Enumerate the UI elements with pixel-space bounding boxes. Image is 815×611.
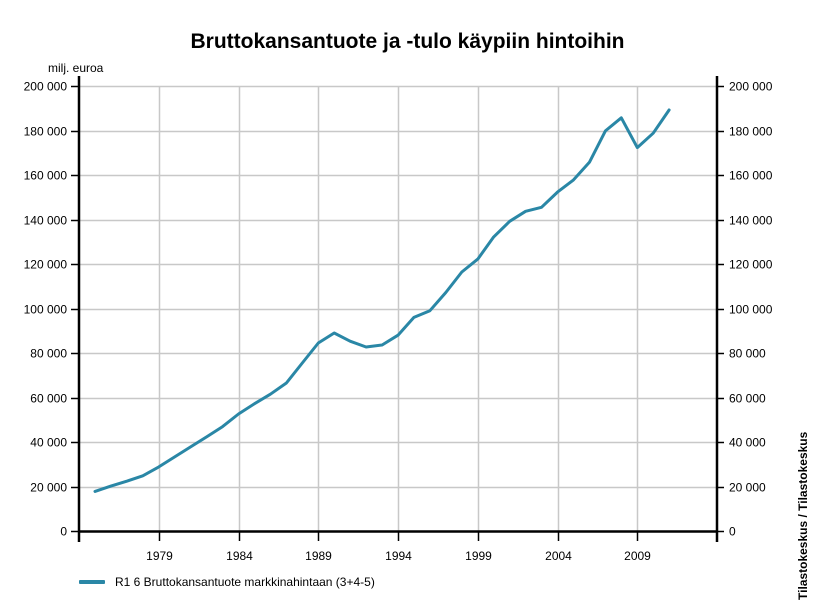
y-tick-label-left: 40 000	[30, 436, 67, 450]
source-label: Tilastokeskus / Tilastokeskus	[796, 431, 810, 600]
y-tick-label-left: 180 000	[24, 125, 68, 139]
x-tick-label: 2009	[624, 549, 651, 563]
y-tick-label-right: 80 000	[729, 347, 766, 361]
series-line-gdp	[93, 108, 671, 493]
legend: R1 6 Bruttokansantuote markkinahintaan (…	[79, 575, 375, 589]
gridlines	[79, 85, 717, 531]
y-tick-label-right: 60 000	[729, 392, 766, 406]
y-axis-unit-label: milj. euroa	[48, 61, 104, 75]
y-tick-label-left: 160 000	[24, 169, 68, 183]
chart-title: Bruttokansantuote ja -tulo käypiin hinto…	[190, 30, 625, 53]
y-tick-label-left: 120 000	[24, 258, 68, 272]
x-tick-label: 1979	[146, 549, 173, 563]
legend-swatch-line-icon	[79, 580, 105, 584]
y-tick-label-left: 80 000	[30, 347, 67, 361]
y-tick-label-right: 0	[729, 525, 736, 539]
y-tick-label-right: 20 000	[729, 481, 766, 495]
y-tick-label-right: 180 000	[729, 125, 773, 139]
legend-item-label: R1 6 Bruttokansantuote markkinahintaan (…	[115, 575, 375, 589]
y-tick-label-left: 60 000	[30, 392, 67, 406]
y-tick-label-left: 20 000	[30, 481, 67, 495]
y-tick-label-left: 140 000	[24, 214, 68, 228]
y-tick-label-left: 200 000	[24, 80, 68, 94]
y-tick-label-left: 100 000	[24, 303, 68, 317]
y-axis-right-ticks: 0 20 000 40 000 60 000 80 000 100 000 120 000 1…	[717, 80, 773, 539]
y-tick-label-right: 120 000	[729, 258, 773, 272]
y-tick-label-right: 160 000	[729, 169, 773, 183]
y-tick-label-right: 40 000	[729, 436, 766, 450]
x-tick-label: 2004	[545, 549, 572, 563]
x-tick-label: 1999	[465, 549, 492, 563]
x-tick-label: 1994	[385, 549, 412, 563]
x-tick-label: 1989	[305, 549, 332, 563]
x-tick-label: 1984	[226, 549, 253, 563]
y-tick-label-left: 0	[60, 525, 67, 539]
x-axis-ticks: 1979 1984 1989 1994 1999 2004 2009	[146, 531, 651, 563]
y-tick-label-right: 200 000	[729, 80, 773, 94]
y-tick-label-right: 100 000	[729, 303, 773, 317]
y-axis-left-ticks: 0 20 000 40 000 60 000 80 000 100 000 120 000 1…	[24, 80, 79, 539]
y-tick-label-right: 140 000	[729, 214, 773, 228]
